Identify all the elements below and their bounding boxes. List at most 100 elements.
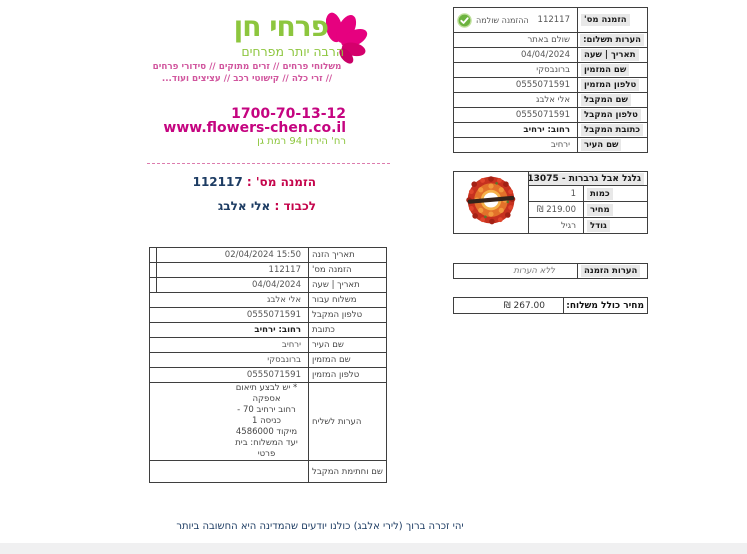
order-number-value: 112117	[192, 175, 243, 189]
order-notes-label-text: הערות הזמנה	[581, 265, 641, 277]
order-info-value-text: שולם באתר	[527, 35, 571, 45]
table-row: כתובת המקבל רחוב: ירחיב	[453, 122, 648, 138]
product-attr-label: גודל	[583, 217, 648, 234]
order-info-label-text: טלפון המזמין	[581, 79, 640, 91]
delivery-value: רחוב: ירחיב	[149, 322, 309, 338]
order-info-label: שם העיר	[577, 137, 648, 153]
order-info-value-text: רחוב: ירחיב	[523, 125, 570, 135]
brand-flower-icon	[326, 12, 368, 64]
order-info-value-text: 112117	[537, 15, 570, 25]
order-notes-label: הערות הזמנה	[577, 263, 648, 279]
product-attr-value: רגיל	[528, 217, 584, 234]
table-row: טלפון המקבל 0555071591	[149, 307, 387, 323]
order-info-value: 04/04/2024	[453, 47, 578, 63]
order-info-value: רחוב: ירחיב	[453, 122, 578, 138]
table-row: שם המקבל אלי אלבג	[453, 92, 648, 108]
product-attr-value-text: ₪ 219.00	[536, 204, 576, 215]
order-info-label: שם המזמין	[577, 62, 648, 78]
paid-check-icon	[457, 12, 472, 28]
delivery-value: ירחיב	[149, 337, 309, 353]
delivery-value: 0555071591	[149, 307, 309, 323]
product-title-cell: גלגל אבל גרברות - 13075	[528, 171, 648, 186]
footer-memorial-text: יהי זכרה ברוך (לירי אלבג) כולנו יודעים ש…	[176, 521, 464, 532]
product-attr-value: 1	[528, 185, 584, 202]
delivery-value-text: 0555071591	[246, 310, 301, 320]
delivery-value-text: ברונבסקי	[267, 355, 301, 365]
product-table: גלגל אבל גרברות - 13075	[453, 171, 648, 234]
table-row: תאריך הזנה 02/04/2024 15:50	[149, 247, 387, 263]
table-row: משלוח עבור אלי אלבג	[149, 292, 387, 308]
delivery-label: תאריך | שעה	[308, 277, 387, 293]
order-info-label: טלפון המזמין	[577, 77, 648, 93]
delivery-value-text: אלי אלבג	[266, 295, 301, 305]
courier-notes-value: * יש לבצע תיאום אספקה רחוב ירחיב 70 - כנ…	[149, 382, 309, 461]
order-info-value: 0555071591	[453, 77, 578, 93]
delivery-value: 02/04/2024 15:50	[149, 247, 309, 263]
attn-value: אלי אלבג	[217, 199, 271, 213]
order-number-label: הזמנה מס' :	[246, 175, 316, 189]
table-row: שם העיר ירחיב	[149, 337, 387, 353]
order-info-label-text: כתובת המקבל	[581, 124, 644, 136]
delivery-label: משלוח עבור	[308, 292, 387, 308]
order-notes-table: הערות הזמנה ללא הערות	[453, 263, 648, 279]
brand-logo-text: פרחי חן	[233, 10, 329, 43]
order-info-label-text: הערות תשלום:	[580, 34, 644, 46]
delivery-value-text: 112117	[268, 265, 301, 275]
signature-label: שם וחתימת המקבל	[308, 460, 387, 483]
order-info-value-text: ברונבסקי	[536, 65, 570, 75]
order-info-label-text: תאריך | שעה	[581, 49, 639, 61]
table-row: שם המזמין ברונבסקי	[149, 352, 387, 368]
table-row: שם העיר ירחיב	[453, 137, 648, 153]
order-info-value-text: ירחיב	[550, 140, 570, 150]
product-attr-value: ₪ 219.00	[528, 201, 584, 218]
delivery-value: 0555071591	[149, 367, 309, 383]
table-row: טלפון המקבל 0555071591	[453, 107, 648, 123]
attn-label: לכבוד :	[274, 199, 316, 213]
paid-status-group: ההזמנה שולמה	[457, 12, 529, 28]
order-info-table: הזמנה מס' ההזמנה שולמה 112117 הערות תשלו…	[453, 7, 648, 153]
brand-services: משלוחי פרחים // זרים מתוקים // סידורי פר…	[138, 61, 356, 85]
order-info-label-text: שם המזמין	[581, 64, 630, 76]
delivery-details-table: תאריך הזנה 02/04/2024 15:50 הזמנה מס' 11…	[149, 247, 387, 483]
dashed-separator	[147, 163, 390, 164]
total-price-label: מחיר כולל משלוח:	[563, 297, 648, 314]
courier-note-line: יעד המשלוח: בית פרטי	[235, 438, 298, 459]
order-info-value: שולם באתר	[453, 32, 578, 48]
order-info-label: טלפון המקבל	[577, 107, 648, 123]
table-row: הזמנה מס' 112117	[149, 262, 387, 278]
table-row: כמות 1	[454, 185, 648, 202]
order-info-label-text: שם המקבל	[581, 94, 631, 106]
delivery-value-text: רחוב: ירחיב	[254, 325, 301, 335]
brand-tagline: הרבה יותר מפרחים	[241, 44, 344, 59]
product-attr-label-text: גודל	[587, 219, 610, 232]
delivery-value: 04/04/2024	[149, 277, 309, 293]
product-attr-label: מחיר	[583, 201, 648, 218]
delivery-value: ברונבסקי	[149, 352, 309, 368]
delivery-label: תאריך הזנה	[308, 247, 387, 263]
table-row: טלפון המזמין 0555071591	[453, 77, 648, 93]
total-price-label-text: מחיר כולל משלוח:	[566, 300, 644, 311]
order-info-value-text: 0555071591	[515, 110, 570, 120]
table-row: מחיר כולל משלוח: ₪ 267.00	[453, 297, 648, 314]
order-info-value-text: אלי אלבג	[535, 95, 570, 105]
order-info-label: כתובת המקבל	[577, 122, 648, 138]
table-row: תאריך | שעה 04/04/2024	[453, 47, 648, 63]
delivery-value: אלי אלבג	[149, 292, 309, 308]
order-info-value-text: 04/04/2024	[521, 50, 570, 60]
website-link[interactable]: www.flowers-chen.co.il	[163, 120, 346, 136]
table-row: גלגל אבל גרברות - 13075	[453, 171, 648, 234]
courier-note-line: רחוב ירחיב 70 - כניסה 1	[237, 405, 296, 426]
product-attr-label: כמות	[583, 185, 648, 202]
delivery-label: טלפון המקבל	[308, 307, 387, 323]
signature-value	[149, 460, 309, 483]
total-price-value-text: ₪ 267.00	[503, 300, 545, 311]
product-attr-label-text: מחיר	[587, 203, 613, 216]
total-price-value: ₪ 267.00	[453, 297, 564, 314]
order-info-label: תאריך | שעה	[577, 47, 648, 63]
delivery-value-text: 02/04/2024 15:50	[224, 250, 301, 260]
order-info-label-text: טלפון המקבל	[581, 109, 641, 121]
order-info-label: שם המקבל	[577, 92, 648, 108]
delivery-label: כתובת	[308, 322, 387, 338]
product-attr-value-text: רגיל	[560, 220, 576, 231]
table-row: הזמנה מס' ההזמנה שולמה 112117	[453, 7, 648, 33]
